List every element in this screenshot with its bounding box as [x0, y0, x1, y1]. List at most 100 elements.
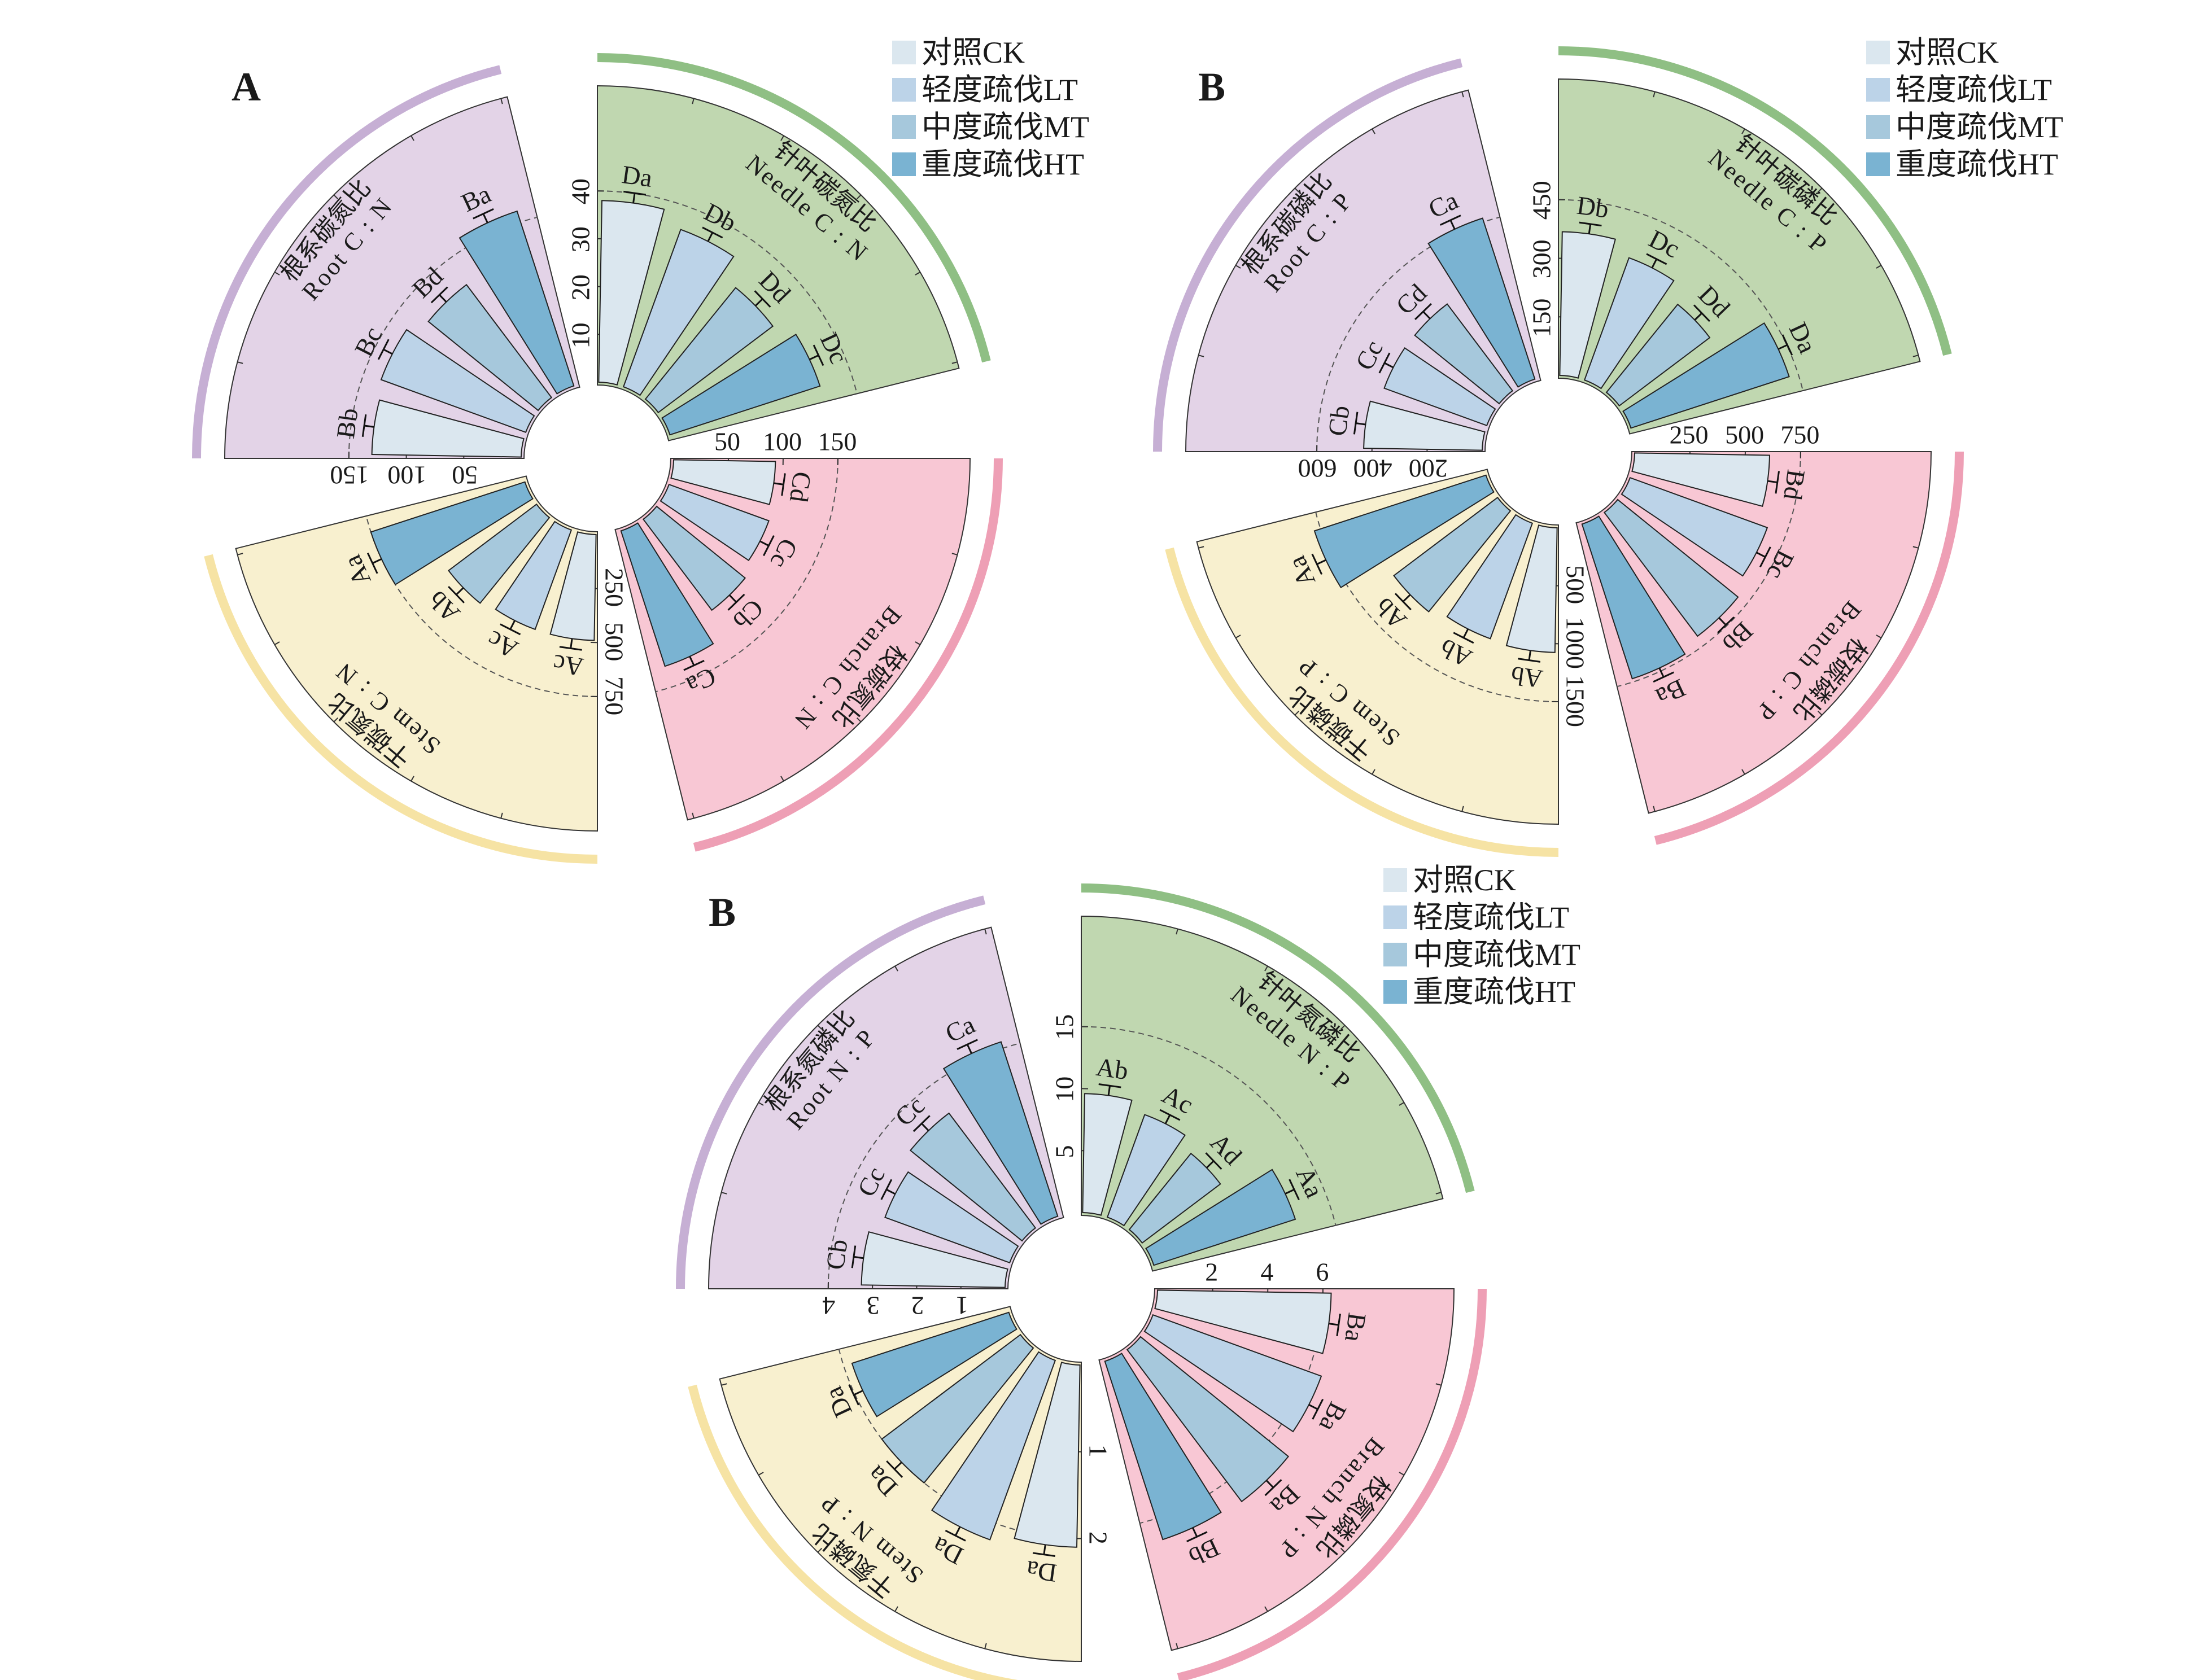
bar-branch-1	[1631, 452, 1771, 508]
error-bar	[1422, 310, 1431, 320]
legend-label: 中度疏伐MT	[1413, 938, 1580, 972]
bar-stem-1	[549, 531, 597, 641]
group-arc	[192, 65, 502, 459]
bar-stem-3	[1393, 496, 1512, 613]
error-bar-cap	[473, 208, 494, 220]
legend-label: 重度疏伐HT	[1413, 975, 1575, 1009]
legend-label: 轻度疏伐LT	[1896, 73, 2052, 107]
error-bar-cap	[361, 414, 367, 437]
bar-branch-2	[660, 483, 770, 562]
legend-swatch	[892, 115, 916, 139]
edge-tick	[1741, 769, 1745, 775]
error-bar-cap	[1312, 1398, 1324, 1420]
legend-swatch	[1383, 943, 1407, 966]
bar-root-2	[380, 329, 535, 434]
legend-swatch	[1866, 41, 1890, 64]
edge-tick	[274, 272, 280, 275]
edge-tick	[333, 717, 339, 723]
error-bar-cap	[1186, 1531, 1208, 1542]
error-bar-cap	[1098, 1083, 1121, 1088]
edge-tick	[1264, 1606, 1268, 1612]
significance-letter: Da	[620, 160, 654, 193]
bar-branch-3	[1126, 1336, 1290, 1503]
error-bar	[809, 354, 819, 361]
error-bar-cap	[1394, 593, 1412, 611]
error-bar-cap	[1336, 1314, 1341, 1337]
bar-needle-4	[1145, 1169, 1296, 1266]
tick-label: 50	[714, 427, 740, 456]
error-bar	[1588, 224, 1592, 234]
legend-label: 中度疏伐MT	[1896, 110, 2063, 144]
edge-tick	[237, 361, 243, 364]
error-bar	[728, 594, 737, 603]
panel-label: B	[1198, 64, 1225, 110]
tick-label: 10	[1050, 1077, 1079, 1102]
edge-tick	[817, 1547, 823, 1553]
tick-label: 500	[1725, 421, 1764, 449]
edge-tick	[915, 272, 921, 275]
bar-stem-2	[1446, 514, 1534, 640]
bar-root-3	[427, 283, 553, 412]
tick-label: 20	[566, 274, 595, 300]
edge-tick	[692, 98, 695, 104]
significance-letter: Ab	[1094, 1052, 1130, 1085]
error-bar-cap	[813, 344, 824, 366]
group-arc	[1177, 1288, 1487, 1680]
bar-needle-3	[1128, 1152, 1221, 1244]
error-bar	[853, 1255, 864, 1259]
edge-tick	[410, 776, 414, 782]
bar-stem-2	[495, 520, 573, 631]
error-bar-cap	[1414, 303, 1432, 320]
tick-label: 4	[822, 1291, 835, 1320]
legend-swatch	[1383, 868, 1407, 892]
bar-needle-2	[1583, 257, 1675, 390]
tick-label: 400	[1353, 454, 1392, 483]
tick-label: 150	[1527, 299, 1556, 338]
legend-label: 重度疏伐HT	[922, 147, 1084, 181]
error-bar-cap	[1759, 546, 1771, 568]
error-bar	[1285, 1188, 1295, 1195]
error-bar	[632, 193, 636, 203]
bar-stem-4	[370, 481, 534, 585]
error-bar	[1462, 628, 1469, 638]
legend-label: 对照CK	[1413, 863, 1516, 897]
bar-needle-4	[661, 333, 821, 436]
bar-stem-4	[1313, 474, 1495, 589]
bar-root-4	[1427, 217, 1536, 388]
edge-tick	[1912, 355, 1919, 357]
edge-tick	[758, 1102, 764, 1106]
error-bar	[1694, 312, 1703, 321]
edge-tick	[1264, 965, 1268, 972]
error-bar	[1265, 1480, 1274, 1489]
error-bar-cap	[1717, 616, 1735, 634]
tick-label: 500	[1561, 565, 1589, 604]
edge-tick	[1653, 91, 1656, 98]
edge-tick	[1399, 1102, 1405, 1106]
error-bar	[372, 558, 382, 565]
error-bar-cap	[781, 473, 786, 496]
significance-letter: Cb	[820, 1237, 853, 1271]
bar-branch-1	[1154, 1289, 1332, 1354]
error-bar	[1355, 422, 1366, 426]
tick-label: 150	[818, 427, 857, 456]
edge-tick	[894, 965, 898, 972]
error-bar-cap	[880, 1179, 893, 1200]
bar-needle-2	[622, 229, 735, 396]
group-arc	[688, 1384, 1019, 1680]
legend-label: 对照CK	[922, 36, 1025, 69]
error-bar	[1107, 1085, 1111, 1096]
significance-letter: Ab	[1509, 661, 1544, 694]
error-bar	[1658, 667, 1665, 678]
error-bar-cap	[727, 593, 745, 611]
error-bar	[364, 425, 374, 428]
legend-label: 重度疏伐HT	[1896, 147, 2058, 181]
tick-label: 3	[867, 1291, 880, 1320]
bar-needle-4	[1622, 322, 1790, 429]
